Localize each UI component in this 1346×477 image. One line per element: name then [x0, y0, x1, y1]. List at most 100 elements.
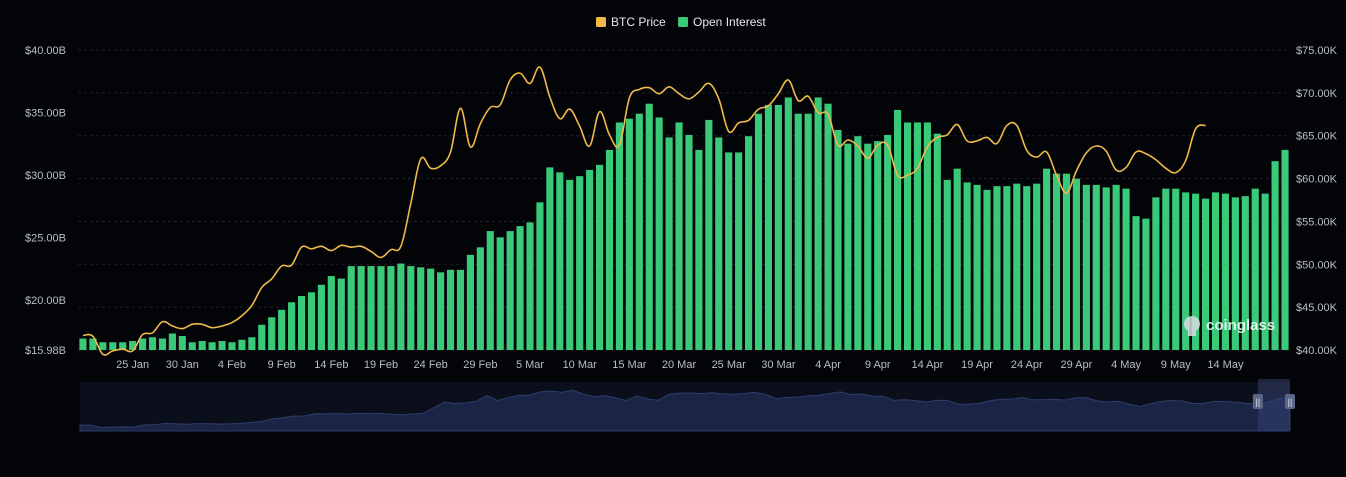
open-interest-bar[interactable] — [476, 247, 484, 350]
open-interest-bar[interactable] — [79, 338, 87, 350]
open-interest-bar[interactable] — [1182, 192, 1190, 350]
navigator-left-handle[interactable]: || — [1252, 394, 1263, 409]
open-interest-bar[interactable] — [794, 113, 802, 350]
legend-item-btc-price[interactable]: BTC Price — [596, 15, 666, 29]
open-interest-bar[interactable] — [635, 113, 643, 350]
open-interest-bar[interactable] — [1211, 192, 1220, 350]
open-interest-bar[interactable] — [139, 338, 147, 350]
open-interest-bar[interactable] — [675, 122, 683, 350]
open-interest-bar[interactable] — [178, 336, 186, 350]
open-interest-bar[interactable] — [337, 278, 345, 350]
btc-price-line-group[interactable] — [82, 66, 1206, 356]
open-interest-bar[interactable] — [993, 186, 1001, 350]
open-interest-bar[interactable] — [1023, 186, 1031, 350]
open-interest-bar[interactable] — [1102, 187, 1110, 350]
open-interest-bar[interactable] — [188, 342, 196, 350]
open-interest-bar[interactable] — [864, 143, 872, 350]
open-interest-bar[interactable] — [1003, 186, 1011, 350]
open-interest-bar[interactable] — [1281, 149, 1289, 350]
open-interest-bar[interactable] — [437, 272, 445, 350]
open-interest-bar[interactable] — [377, 266, 385, 350]
open-interest-bar[interactable] — [715, 137, 723, 350]
open-interest-bar[interactable] — [844, 143, 852, 350]
open-interest-bar[interactable] — [278, 309, 286, 350]
open-interest-bar[interactable] — [168, 333, 176, 350]
open-interest-bar[interactable] — [89, 338, 97, 350]
open-interest-bar[interactable] — [546, 167, 554, 350]
open-interest-bar[interactable] — [933, 133, 941, 350]
open-interest-bar[interactable] — [963, 182, 971, 350]
open-interest-bar[interactable] — [943, 179, 951, 350]
open-interest-bar[interactable] — [1261, 193, 1269, 350]
open-interest-bar[interactable] — [198, 341, 206, 350]
open-interest-bar[interactable] — [1043, 168, 1051, 350]
open-interest-bar[interactable] — [625, 118, 633, 350]
handle-body[interactable] — [1252, 394, 1263, 409]
open-interest-bar[interactable] — [784, 97, 792, 351]
open-interest-bar[interactable] — [427, 268, 435, 350]
btc-price-line[interactable] — [82, 66, 1206, 356]
open-interest-bar[interactable] — [208, 342, 216, 350]
open-interest-bar[interactable] — [774, 104, 782, 350]
open-interest-bar[interactable] — [496, 237, 504, 350]
legend-item-open-interest[interactable]: Open Interest — [678, 15, 766, 29]
open-interest-bar[interactable] — [536, 202, 544, 350]
open-interest-bar[interactable] — [506, 231, 514, 350]
open-interest-bar[interactable] — [307, 292, 316, 350]
open-interest-bar[interactable] — [228, 342, 236, 350]
open-interest-bar[interactable] — [814, 97, 822, 351]
open-interest-bar[interactable] — [486, 231, 494, 350]
open-interest-bar[interactable] — [605, 149, 614, 350]
open-interest-bar[interactable] — [745, 136, 753, 350]
open-interest-bar[interactable] — [586, 169, 594, 350]
open-interest-bar[interactable] — [804, 113, 812, 350]
open-interest-bar[interactable] — [884, 134, 892, 350]
open-interest-bar[interactable] — [695, 149, 703, 350]
open-interest-bar[interactable] — [446, 269, 455, 350]
open-interest-bar[interactable] — [1092, 184, 1100, 350]
navigator[interactable]: || || — [79, 379, 1295, 432]
open-interest-bar[interactable] — [218, 341, 226, 350]
open-interest-bar[interactable] — [1062, 173, 1071, 350]
open-interest-bar[interactable] — [913, 122, 922, 350]
open-interest-bar[interactable] — [109, 342, 117, 350]
open-interest-bar[interactable] — [1271, 161, 1279, 350]
open-interest-bar[interactable] — [99, 342, 107, 350]
open-interest-bar[interactable] — [854, 136, 862, 350]
open-interest-bar[interactable] — [526, 222, 534, 350]
open-interest-bar[interactable] — [953, 168, 961, 350]
open-interest-bar[interactable] — [1013, 183, 1021, 350]
open-interest-bar[interactable] — [556, 172, 564, 350]
open-interest-bar[interactable] — [725, 152, 733, 350]
navigator-right-handle[interactable]: || — [1285, 394, 1295, 409]
open-interest-bar[interactable] — [1221, 193, 1229, 350]
open-interest-bar[interactable] — [595, 164, 604, 350]
open-interest-bar[interactable] — [576, 176, 584, 350]
open-interest-bar[interactable] — [387, 266, 395, 350]
open-interest-bar[interactable] — [466, 254, 474, 350]
open-interest-bar[interactable] — [923, 122, 931, 350]
open-interest-bar[interactable] — [248, 337, 256, 350]
open-interest-bar[interactable] — [764, 104, 773, 350]
open-interest-bar[interactable] — [129, 341, 137, 350]
open-interest-bar[interactable] — [158, 338, 167, 350]
open-interest-bar[interactable] — [1072, 178, 1080, 350]
open-interest-bar[interactable] — [288, 302, 296, 350]
open-interest-bar[interactable] — [1142, 218, 1150, 350]
open-interest-bar[interactable] — [268, 317, 276, 350]
open-interest-bar[interactable] — [685, 134, 693, 350]
open-interest-bar[interactable] — [1172, 188, 1180, 350]
open-interest-bar[interactable] — [705, 119, 713, 350]
open-interest-bar[interactable] — [1201, 198, 1210, 350]
open-interest-bar[interactable] — [1112, 184, 1120, 350]
open-interest-bar[interactable] — [903, 122, 912, 350]
open-interest-bar[interactable] — [317, 284, 325, 350]
open-interest-bar[interactable] — [645, 103, 653, 351]
open-interest-bar[interactable] — [397, 263, 405, 350]
open-interest-bar[interactable] — [367, 266, 375, 350]
open-interest-bar[interactable] — [1192, 193, 1200, 350]
open-interest-bar[interactable] — [357, 266, 365, 350]
open-interest-bar[interactable] — [1162, 188, 1170, 350]
open-interest-bar[interactable] — [1231, 197, 1239, 350]
open-interest-bar[interactable] — [456, 269, 465, 350]
